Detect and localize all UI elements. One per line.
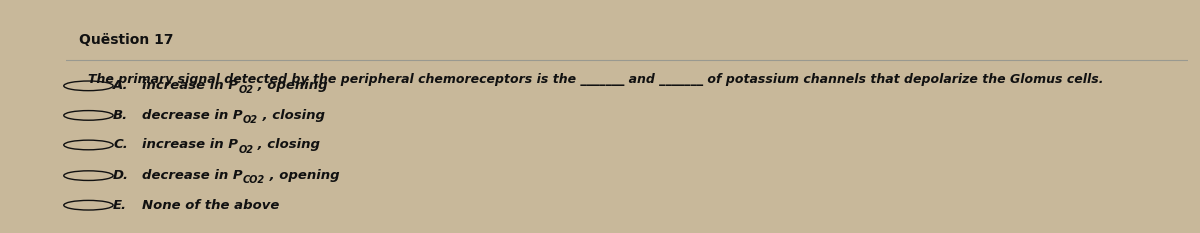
Text: increase in P: increase in P bbox=[143, 138, 239, 151]
Text: increase in P: increase in P bbox=[143, 79, 239, 92]
Text: A.: A. bbox=[113, 79, 128, 92]
Text: decrease in P: decrease in P bbox=[143, 109, 242, 122]
Text: None of the above: None of the above bbox=[143, 199, 280, 212]
Text: C.: C. bbox=[113, 138, 128, 151]
Text: O2: O2 bbox=[239, 85, 253, 95]
Text: B.: B. bbox=[113, 109, 128, 122]
Text: E.: E. bbox=[113, 199, 127, 212]
Text: decrease in P: decrease in P bbox=[143, 169, 242, 182]
Text: Quëstion 17: Quëstion 17 bbox=[79, 33, 174, 47]
Text: O2: O2 bbox=[239, 144, 253, 154]
Text: , opening: , opening bbox=[253, 79, 328, 92]
Text: CO2: CO2 bbox=[242, 175, 265, 185]
Text: , closing: , closing bbox=[253, 138, 320, 151]
Text: , closing: , closing bbox=[258, 109, 325, 122]
Text: D.: D. bbox=[113, 169, 130, 182]
Text: , opening: , opening bbox=[265, 169, 340, 182]
Text: The primary signal detected by the peripheral chemoreceptors is the _______ and : The primary signal detected by the perip… bbox=[89, 73, 1104, 86]
Text: O2: O2 bbox=[242, 115, 258, 125]
